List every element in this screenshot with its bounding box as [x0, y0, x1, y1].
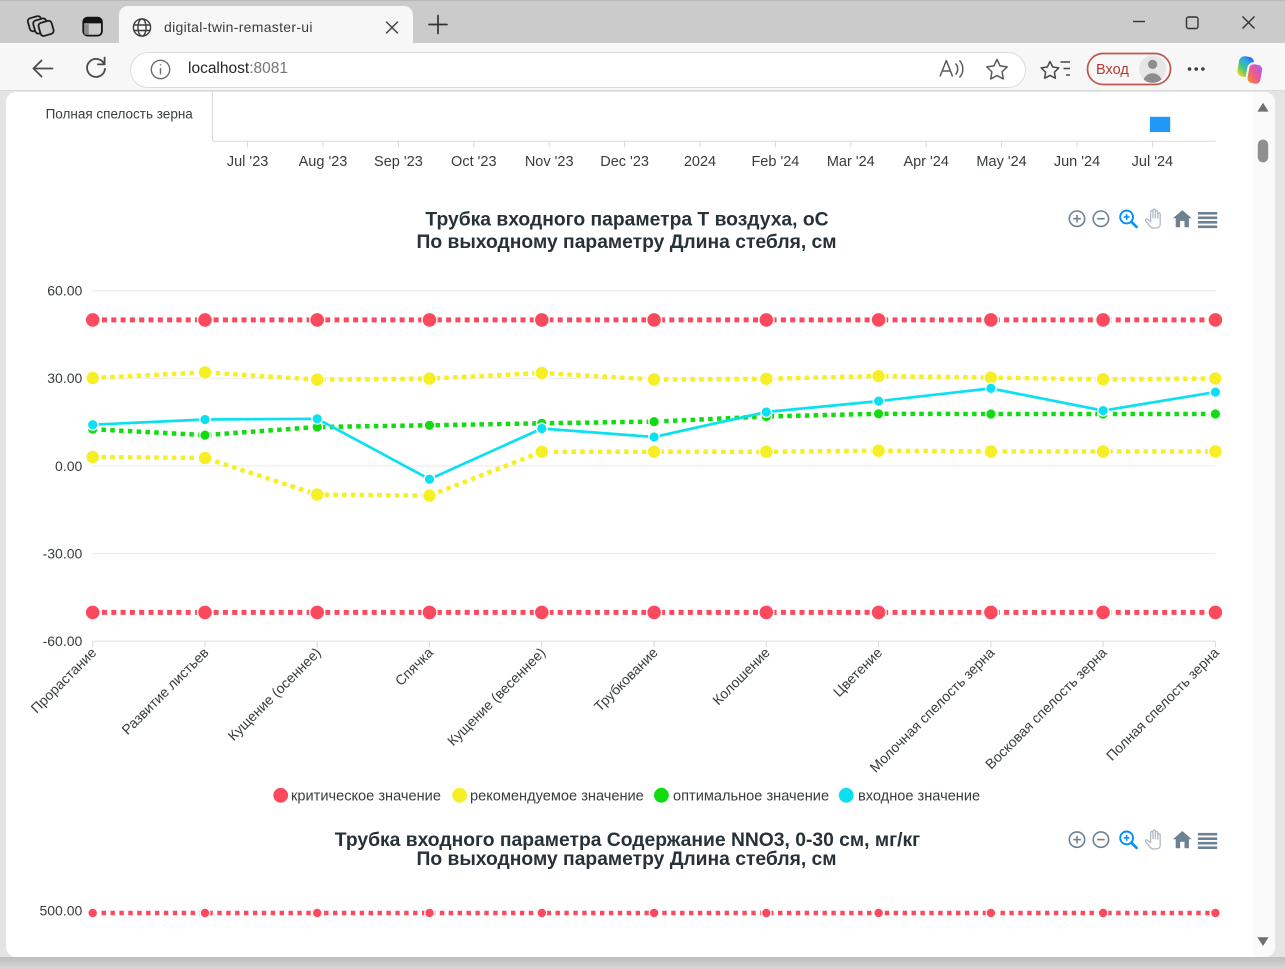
- svg-text:Колошение: Колошение: [709, 644, 773, 708]
- svg-text:Спячка: Спячка: [392, 644, 437, 689]
- svg-text:May '24: May '24: [976, 154, 1026, 170]
- svg-text:Aug '23: Aug '23: [299, 154, 348, 170]
- svg-text:Nov '23: Nov '23: [525, 154, 574, 170]
- svg-text:Молочная спелость зерна: Молочная спелость зерна: [866, 644, 997, 775]
- svg-text:По выходному параметру Длина с: По выходному параметру Длина стебля, см: [416, 232, 836, 253]
- svg-text:Трубкование: Трубкование: [591, 644, 661, 714]
- svg-text:Прорастание: Прорастание: [27, 644, 99, 716]
- svg-text:Полная спелость зерна: Полная спелость зерна: [46, 106, 194, 121]
- svg-text:Apr '24: Apr '24: [903, 154, 949, 170]
- svg-text:Развитие листьев: Развитие листьев: [118, 644, 211, 737]
- svg-text:60.00: 60.00: [47, 283, 82, 299]
- svg-text:Восковая спелость зерна: Восковая спелость зерна: [982, 644, 1110, 772]
- svg-text:Jul '23: Jul '23: [227, 154, 268, 170]
- svg-text:Трубка входного параметра Соде: Трубка входного параметра Содержание NNO…: [335, 830, 920, 851]
- svg-text:Цветение: Цветение: [830, 644, 886, 700]
- svg-text:Jun '24: Jun '24: [1054, 154, 1100, 170]
- svg-text:2024: 2024: [684, 154, 716, 170]
- svg-text:Трубка входного параметра Т во: Трубка входного параметра Т воздуха, оС: [425, 210, 828, 231]
- svg-text:входное значение: входное значение: [858, 788, 980, 804]
- svg-text:Sep '23: Sep '23: [374, 154, 423, 170]
- svg-text:Feb '24: Feb '24: [751, 154, 799, 170]
- svg-text:Полная спелость зерна: Полная спелость зерна: [1103, 644, 1222, 763]
- svg-text:500.00: 500.00: [39, 903, 82, 919]
- svg-text:Mar '24: Mar '24: [827, 154, 875, 170]
- svg-text:Кущение (осеннее): Кущение (осеннее): [224, 644, 323, 743]
- svg-text:-30.00: -30.00: [43, 545, 83, 561]
- svg-text:Кущение (весеннее): Кущение (весеннее): [444, 644, 548, 748]
- svg-text:Dec '23: Dec '23: [600, 154, 649, 170]
- svg-text:оптимальное значение: оптимальное значение: [673, 788, 829, 804]
- svg-text:0.00: 0.00: [55, 458, 82, 474]
- svg-text:Jul '24: Jul '24: [1132, 154, 1173, 170]
- svg-text:критическое значение: критическое значение: [291, 788, 441, 804]
- svg-text:По выходному параметру Длина с: По выходному параметру Длина стебля, см: [416, 849, 836, 870]
- svg-text:Oct '23: Oct '23: [451, 154, 496, 170]
- svg-text:-60.00: -60.00: [43, 633, 83, 649]
- svg-text:рекомендуемое значение: рекомендуемое значение: [470, 788, 644, 804]
- svg-text:30.00: 30.00: [47, 370, 82, 386]
